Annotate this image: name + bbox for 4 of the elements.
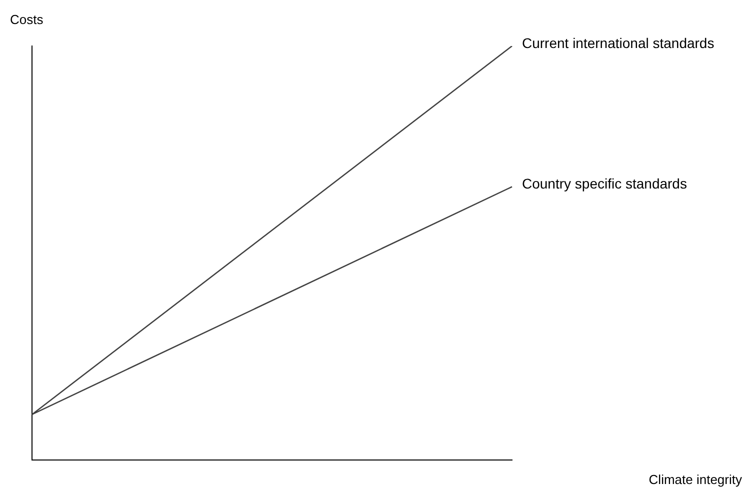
series-label: Country specific standards	[522, 176, 687, 192]
x-axis-title: Climate integrity	[648, 472, 742, 487]
series-label: Current international standards	[522, 34, 714, 51]
y-axis-title: Costs	[10, 12, 44, 27]
